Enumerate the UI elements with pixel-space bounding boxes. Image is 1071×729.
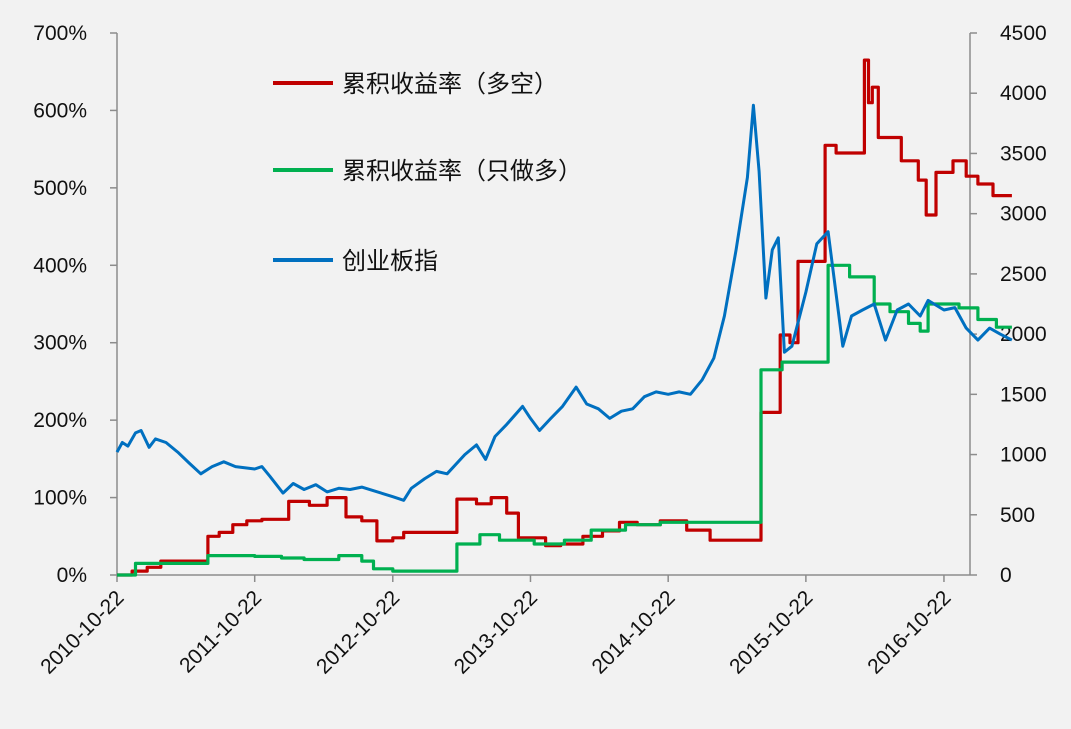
right-tick-label: 1500 bbox=[1000, 383, 1047, 406]
left-tick-label: 600% bbox=[33, 99, 87, 122]
left-tick-label: 400% bbox=[33, 254, 87, 277]
legend-label-3: 创业板指 bbox=[342, 247, 438, 275]
right-tick-label: 3500 bbox=[1000, 142, 1047, 165]
right-tick-label: 1000 bbox=[1000, 444, 1047, 467]
right-tick-label: 500 bbox=[1000, 504, 1035, 527]
series-line-2 bbox=[117, 263, 1012, 577]
right-tick-label: 0 bbox=[1000, 564, 1012, 587]
series-layer bbox=[115, 58, 1013, 577]
legend: 累积收益率（多空） 累积收益率（只做多） 创业板指 bbox=[273, 70, 582, 275]
series-line-3 bbox=[115, 103, 1013, 502]
series-line-1 bbox=[117, 58, 1012, 577]
left-tick-label: 300% bbox=[33, 332, 87, 355]
right-tick-label: 4500 bbox=[1000, 22, 1047, 45]
legend-label-1: 累积收益率（多空） bbox=[342, 70, 558, 98]
right-tick-label: 4000 bbox=[1000, 82, 1047, 105]
left-tick-label: 100% bbox=[33, 487, 87, 510]
legend-label-2: 累积收益率（只做多） bbox=[342, 157, 582, 185]
right-tick-label: 3000 bbox=[1000, 203, 1047, 226]
left-tick-label: 700% bbox=[33, 22, 87, 45]
left-tick-label: 200% bbox=[33, 409, 87, 432]
right-tick-label: 2500 bbox=[1000, 263, 1047, 286]
left-tick-label: 0% bbox=[57, 564, 87, 587]
left-tick-label: 500% bbox=[33, 177, 87, 200]
